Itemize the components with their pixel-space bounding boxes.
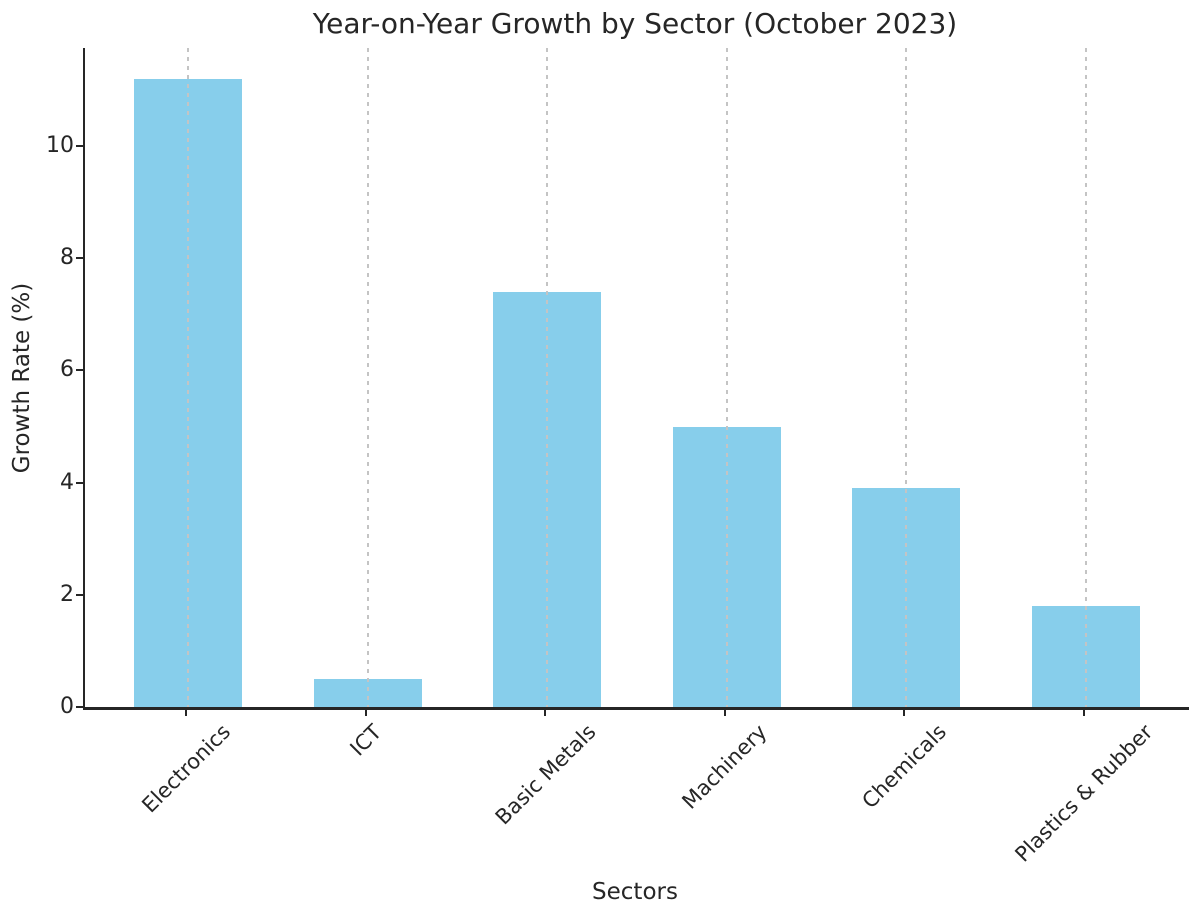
y-tick-mark: [76, 481, 84, 484]
x-tick-label: Electronics: [137, 719, 236, 818]
x-tick-mark: [723, 710, 726, 716]
y-tick-mark: [76, 706, 84, 708]
x-tick-label: ICT: [345, 719, 386, 761]
x-tick-mark: [1082, 710, 1085, 716]
x-tick-mark: [903, 710, 906, 716]
y-tick-label: 4: [60, 469, 74, 495]
x-tick-label: Machinery: [677, 719, 772, 814]
y-tick-label: 8: [60, 245, 74, 271]
chart-title: Year-on-Year Growth by Sector (October 2…: [312, 7, 958, 40]
x-tick-mark: [544, 710, 547, 716]
y-tick-mark: [76, 593, 84, 596]
x-axis-label: Sectors: [592, 879, 678, 905]
y-tick-mark: [76, 145, 84, 148]
x-tick-label: Basic Metals: [490, 719, 601, 830]
gridline: [1084, 48, 1087, 707]
gridline: [546, 48, 549, 707]
x-tick-label: Chemicals: [857, 719, 952, 814]
x-tick-mark: [185, 710, 188, 716]
y-tick-label: 10: [46, 133, 74, 159]
y-tick-mark: [76, 257, 84, 260]
y-tick-label: 0: [60, 694, 74, 719]
gridline: [725, 48, 728, 707]
x-tick-mark: [364, 710, 367, 716]
y-tick-label: 2: [60, 581, 74, 607]
x-tick-label: Plastics & Rubber: [1010, 719, 1158, 867]
gridline: [366, 48, 369, 707]
y-tick-mark: [76, 369, 84, 372]
gridline: [905, 48, 908, 707]
gridline: [187, 48, 190, 707]
y-tick-label: 6: [60, 357, 74, 383]
plot-area: [83, 48, 1189, 710]
